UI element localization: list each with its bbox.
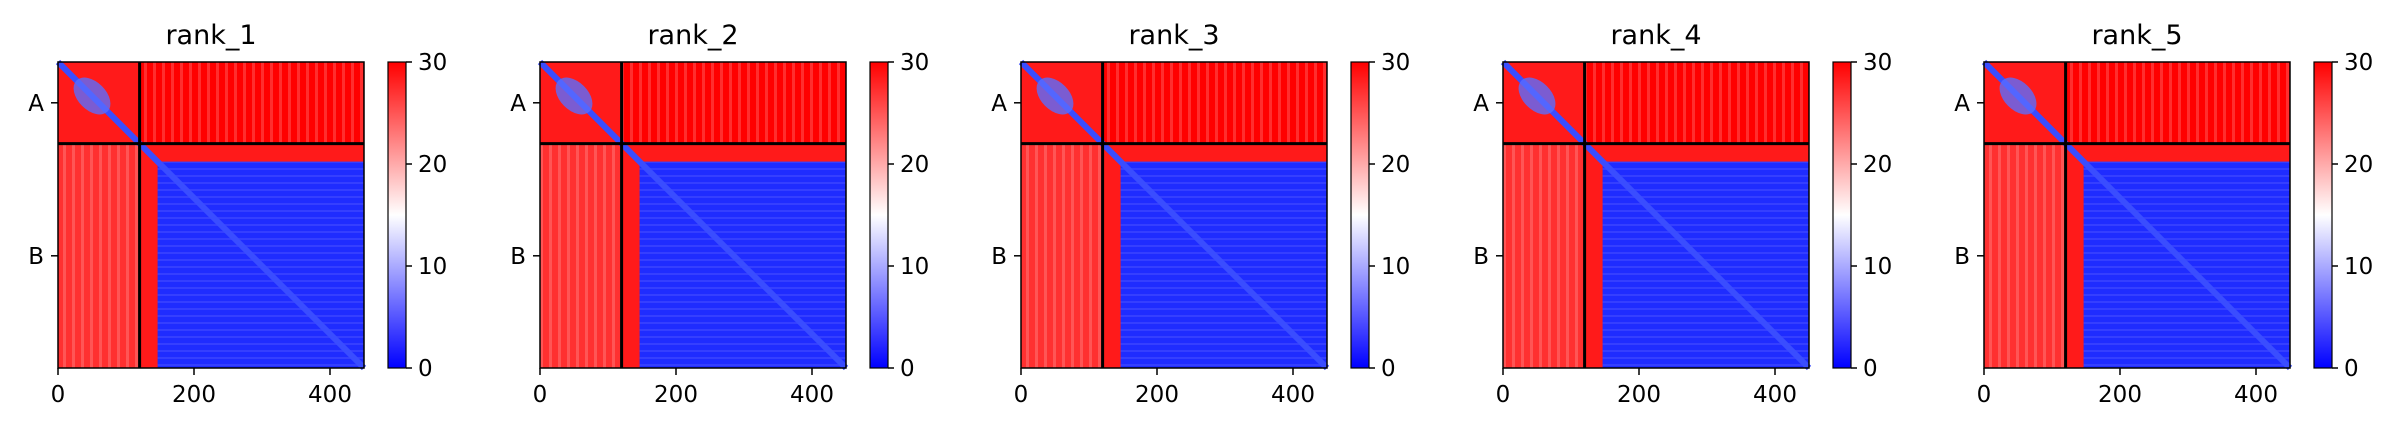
heatmap-diagonal — [537, 59, 849, 371]
heatmap-diagonal — [55, 59, 367, 371]
colorbar-tick-label: 20 — [1381, 152, 1410, 178]
y-tick-label: A — [510, 91, 526, 117]
panel-title: rank_1 — [165, 20, 256, 51]
x-tick-label: 0 — [1977, 382, 1992, 408]
heatmap-domain-A — [1518, 77, 1556, 115]
colorbar-tick-label: 0 — [900, 356, 915, 382]
x-tick-label: 200 — [2098, 382, 2142, 408]
heatmap-frame — [1502, 61, 1810, 369]
x-tick-label: 400 — [790, 382, 834, 408]
block-B-A-texture — [1021, 143, 1103, 368]
colorbar-tick-label: 20 — [2344, 152, 2373, 178]
block-A-B-texture — [139, 62, 364, 144]
colorbar — [387, 61, 407, 369]
x-tick-label: 0 — [533, 382, 548, 408]
x-tick-label: 0 — [51, 382, 66, 408]
y-tick-label: B — [1473, 244, 1489, 270]
colorbar-tick-label: 20 — [1863, 152, 1892, 178]
block-B-A-texture — [1984, 143, 2066, 368]
block-B-A-texture — [58, 143, 140, 368]
block-B-A-texture — [540, 143, 622, 368]
block-A-B-texture — [1102, 62, 1327, 144]
block-A-B-texture — [2065, 62, 2290, 144]
colorbar — [1350, 61, 1370, 369]
colorbar-tick-label: 30 — [418, 50, 447, 76]
heatmap-diagonal — [1981, 59, 2293, 371]
x-tick-label: 400 — [2234, 382, 2278, 408]
y-tick-label: A — [28, 91, 44, 117]
colorbar-tick-label: 30 — [900, 50, 929, 76]
x-tick-label: 0 — [1496, 382, 1511, 408]
panel-title: rank_3 — [1128, 20, 1219, 51]
panel-3: rank_3 0 200 400 A B 0 10 20 30 — [991, 20, 1410, 408]
x-tick-label: 200 — [1135, 382, 1179, 408]
colorbar — [2313, 61, 2333, 369]
panel-4: rank_4 0 200 400 A B 0 10 20 30 — [1473, 20, 1892, 408]
x-tick-label: 200 — [172, 382, 216, 408]
block-A-B-texture — [621, 62, 846, 144]
panel-2: rank_2 0 200 400 A B 0 10 20 30 — [510, 20, 929, 408]
heatmap-diagonal — [1018, 59, 1330, 371]
heatmap-domain-A — [1999, 77, 2037, 115]
colorbar — [1832, 61, 1852, 369]
panel-1: rank_1 0 200 400 A B 0 10 20 30 — [28, 20, 447, 408]
block-A-B-texture — [1584, 62, 1809, 144]
panel-title: rank_5 — [2091, 20, 2182, 51]
colorbar-tick-label: 10 — [1863, 254, 1892, 280]
heatmap-domain-A — [555, 77, 593, 115]
x-tick-label: 200 — [654, 382, 698, 408]
colorbar-tick-label: 10 — [1381, 254, 1410, 280]
heatmap-frame — [1983, 61, 2291, 369]
y-tick-label: B — [991, 244, 1007, 270]
colorbar-tick-label: 20 — [418, 152, 447, 178]
panel-title: rank_4 — [1610, 20, 1701, 51]
heatmap-diagonal — [1500, 59, 1812, 371]
colorbar-tick-label: 0 — [2344, 356, 2359, 382]
heatmap-frame — [539, 61, 847, 369]
colorbar-tick-label: 30 — [1381, 50, 1410, 76]
x-tick-label: 400 — [1753, 382, 1797, 408]
y-tick-label: B — [1954, 244, 1970, 270]
x-tick-label: 400 — [1271, 382, 1315, 408]
colorbar-tick-label: 30 — [1863, 50, 1892, 76]
x-tick-label: 400 — [308, 382, 352, 408]
panel-title: rank_2 — [647, 20, 738, 51]
heatmap-frame — [1020, 61, 1328, 369]
heatmap-domain-A — [1036, 77, 1074, 115]
y-tick-label: A — [991, 91, 1007, 117]
colorbar-tick-label: 20 — [900, 152, 929, 178]
heatmap-domain-A — [73, 77, 111, 115]
colorbar — [869, 61, 889, 369]
colorbar-tick-label: 10 — [2344, 254, 2373, 280]
colorbar-tick-label: 10 — [418, 254, 447, 280]
y-tick-label: A — [1473, 91, 1489, 117]
colorbar-tick-label: 30 — [2344, 50, 2373, 76]
colorbar-tick-label: 10 — [900, 254, 929, 280]
x-tick-label: 200 — [1617, 382, 1661, 408]
y-tick-label: B — [28, 244, 44, 270]
y-tick-label: A — [1954, 91, 1970, 117]
panel-5: rank_5 0 200 400 A B 0 10 20 30 — [1954, 20, 2373, 408]
y-tick-label: B — [510, 244, 526, 270]
colorbar-tick-label: 0 — [1381, 356, 1396, 382]
x-tick-label: 0 — [1014, 382, 1029, 408]
colorbar-tick-label: 0 — [1863, 356, 1878, 382]
heatmap-frame — [57, 61, 365, 369]
block-B-A-texture — [1503, 143, 1585, 368]
colorbar-tick-label: 0 — [418, 356, 433, 382]
